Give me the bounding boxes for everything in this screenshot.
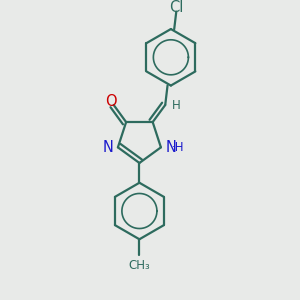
Text: H: H	[172, 99, 181, 112]
Text: ·H: ·H	[172, 141, 185, 154]
Text: N: N	[165, 140, 176, 155]
Text: N: N	[103, 140, 114, 155]
Text: CH₃: CH₃	[128, 259, 150, 272]
Text: O: O	[105, 94, 117, 109]
Text: Cl: Cl	[169, 0, 184, 15]
